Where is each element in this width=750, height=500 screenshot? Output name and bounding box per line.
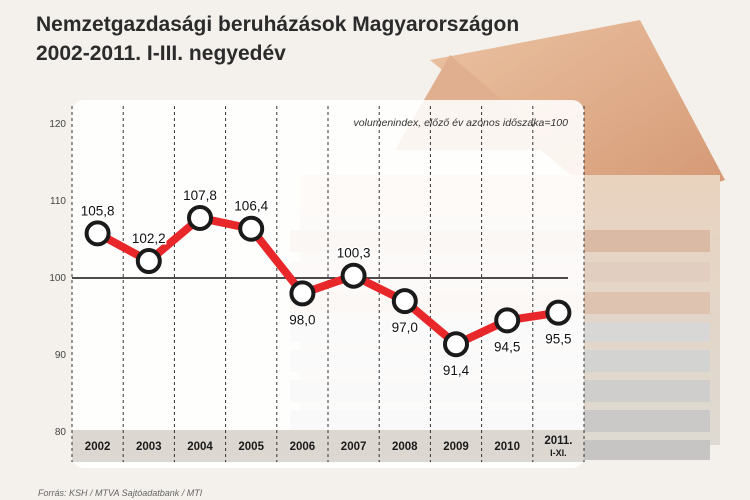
category-label: 2011. (544, 435, 572, 447)
y-tick-label: 120 (49, 119, 66, 130)
category-label: 2006 (290, 441, 316, 453)
value-labels: 105,8 102,2 107,8 106,4 98,0 100,3 97,0 91,4 94,… (79, 186, 573, 379)
series-line (93, 213, 563, 349)
data-points (84, 204, 572, 358)
data-point (545, 299, 572, 326)
data-point (289, 280, 316, 307)
data-point (135, 248, 162, 275)
category-label: 2003 (136, 441, 162, 453)
chart-title-line-2: 2002-2011. I-III. negyedév (36, 42, 286, 65)
value-label: 98,0 (289, 312, 315, 327)
value-label: 107,8 (183, 188, 217, 203)
y-tick-label: 80 (55, 427, 67, 438)
value-label: 97,0 (392, 320, 418, 335)
category-label: 2004 (187, 441, 213, 453)
category-label: 2010 (494, 441, 520, 453)
chart-subtitle: volumenindex, előző év azonos időszaka=1… (353, 117, 568, 129)
y-tick-label: 100 (49, 273, 66, 284)
y-axis-ticks: 80 90 100 110 120 (49, 119, 66, 438)
value-label: 91,4 (443, 363, 470, 378)
category-label: 2007 (341, 441, 367, 453)
category-label: 2002 (85, 441, 111, 453)
data-point (238, 215, 265, 242)
value-label: 105,8 (81, 203, 115, 218)
category-label: 2005 (238, 441, 264, 453)
data-point (187, 204, 213, 231)
chart-title-line-1: Nemzetgazdasági beruházások Magyarország… (36, 13, 520, 36)
category-labels: 2002 2003 2004 2005 2006 2007 2008 2009 2010 2011… (85, 435, 573, 458)
data-point (340, 262, 367, 289)
data-point (494, 307, 521, 334)
value-label: 106,4 (234, 199, 268, 214)
data-point (443, 331, 469, 358)
value-label: 102,2 (132, 231, 166, 246)
data-point (84, 220, 111, 247)
category-label: 2009 (443, 441, 469, 453)
value-label: 94,5 (494, 339, 520, 354)
y-tick-label: 90 (55, 350, 67, 361)
vertical-grid (71, 106, 585, 462)
y-tick-label: 110 (50, 196, 66, 207)
chart-title: Nemzetgazdasági beruházások Magyarország… (36, 10, 519, 68)
data-point (391, 288, 418, 315)
category-label-line2: I-XI. (550, 448, 567, 458)
value-label: 95,5 (545, 332, 571, 347)
category-label: 2008 (392, 441, 418, 453)
value-label: 100,3 (337, 246, 371, 261)
source-footer: Forrás: KSH / MTVA Sajtóadatbank / MTI (38, 488, 203, 498)
